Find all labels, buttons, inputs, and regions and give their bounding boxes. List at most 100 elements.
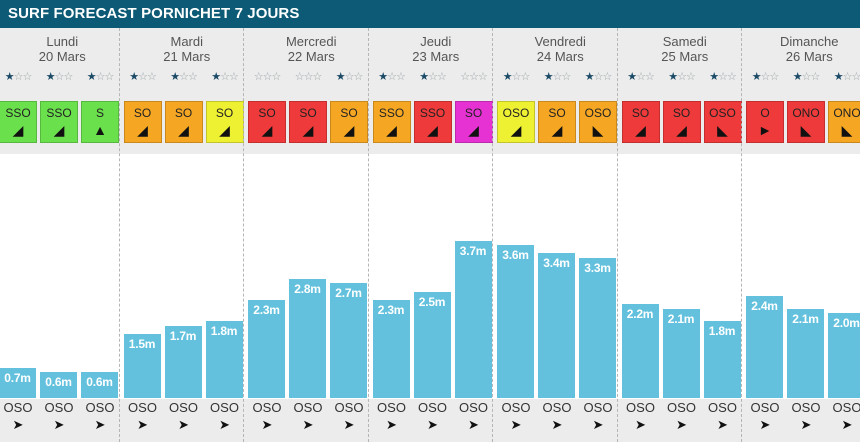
day-date: 20 Mars — [38, 49, 86, 64]
rating-stars: ★☆☆ — [373, 70, 411, 84]
wind-direction: OSO — [584, 106, 612, 120]
swell-direction: OSO — [626, 400, 655, 415]
star-filled-icon: ★ — [129, 71, 139, 83]
forecast-slot[interactable]: ★☆☆ SO ◢ 2.7m OSO ➤ — [330, 28, 368, 442]
forecast-slot[interactable]: ★☆☆ SO ◢ 1.5m OSO ➤ — [123, 28, 162, 442]
day-name: Vendredi — [534, 34, 586, 49]
forecast-slot[interactable]: ★☆☆ SSO ◢ 0.6m OSO ➤ — [40, 28, 78, 442]
swell-arrow-icon: ➤ — [676, 417, 687, 432]
star-empty-icon: ☆ — [22, 71, 32, 83]
forecast-slot[interactable]: ☆☆☆ SO ◢ 2.8m OSO ➤ — [289, 28, 327, 442]
star-empty-icon: ☆ — [644, 71, 655, 83]
wind-arrow-icon: ◢ — [386, 122, 397, 138]
swell-direction: OSO — [501, 400, 531, 415]
rating-stars: ★☆☆ — [663, 70, 701, 84]
star-empty-icon: ☆ — [428, 71, 438, 83]
day-name: Lundi — [46, 34, 79, 49]
day-header: Jeudi 23 Mars — [374, 34, 499, 64]
wave-height-bar: 1.5m — [123, 334, 161, 398]
day-header: Dimanche 26 Mars — [747, 34, 860, 64]
star-empty-icon: ☆ — [303, 71, 314, 83]
star-empty-icon: ☆ — [228, 71, 239, 83]
forecast-slot[interactable]: ★☆☆ ONO ◣ 2.0m OSO ➤ — [828, 28, 860, 442]
wind-indicator: SO ◢ — [205, 101, 244, 143]
wind-indicator: SO ◢ — [454, 101, 493, 143]
star-empty-icon: ☆ — [395, 71, 406, 83]
rating-stars: ★☆☆ — [787, 70, 825, 84]
wind-direction: SO — [258, 106, 276, 120]
star-filled-icon: ★ — [543, 71, 554, 83]
day-header: Lundi 20 Mars — [0, 34, 125, 64]
swell-direction: OSO — [334, 400, 364, 415]
star-filled-icon: ★ — [584, 71, 595, 83]
wave-height-label: 2.1m — [792, 312, 819, 326]
wave-height-label: 2.2m — [626, 307, 654, 321]
wind-arrow-icon: ◢ — [510, 122, 522, 138]
forecast-slot[interactable]: ★☆☆ SSO ◢ 2.5m OSO ➤ — [413, 28, 452, 442]
swell-direction: OSO — [542, 400, 572, 415]
wave-height-bar: 2.5m — [413, 292, 451, 398]
wave-height-bar: 3.4m — [538, 253, 575, 398]
forecast-slot[interactable]: ★☆☆ SO ◢ 2.1m OSO ➤ — [662, 28, 701, 442]
wave-height-bar: 3.7m — [454, 241, 492, 398]
swell-arrow-icon: ➤ — [510, 417, 522, 432]
wind-indicator: O ► — [746, 101, 784, 143]
swell-direction: OSO — [418, 400, 447, 415]
forecast-slot[interactable]: ★☆☆ SO ◢ 3.4m OSO ➤ — [538, 28, 576, 442]
star-filled-icon: ★ — [502, 71, 513, 83]
forecast-slot[interactable]: ★☆☆ SSO ◢ 0.7m OSO ➤ — [0, 28, 37, 442]
star-empty-icon: ☆ — [179, 71, 189, 83]
star-empty-icon: ☆ — [63, 71, 73, 83]
wind-direction: SO — [464, 106, 483, 120]
star-filled-icon: ★ — [45, 71, 56, 83]
forecast-slot[interactable]: ★☆☆ O ► 2.4m OSO ➤ — [746, 28, 784, 442]
swell-arrow-icon: ➤ — [468, 417, 479, 432]
day-date: 22 Mars — [287, 49, 335, 64]
star-empty-icon: ☆ — [842, 71, 853, 83]
wind-direction: SO — [174, 106, 193, 120]
forecast-slot[interactable]: ☆☆☆ SO ◢ 3.7m OSO ➤ — [454, 28, 493, 442]
wind-arrow-icon: ◢ — [178, 122, 189, 138]
day-column-mardi: Mardi 21 Mars ★☆☆ SO ◢ 1.5m OSO ➤ ★☆☆ SO ◢ 1.7m OSO ➤… — [123, 28, 249, 442]
forecast-slot[interactable]: ★☆☆ SSO ◢ 2.3m OSO ➤ — [372, 28, 411, 442]
forecast-slot[interactable]: ☆☆☆ SO ◢ 2.3m OSO ➤ — [248, 28, 286, 442]
forecast-slot[interactable]: ★☆☆ SO ◢ 2.2m OSO ➤ — [621, 28, 660, 442]
wave-height-bar: 0.6m — [40, 372, 77, 398]
day-header: Vendredi 24 Mars — [498, 34, 623, 64]
forecast-slot[interactable]: ★☆☆ SO ◢ 1.8m OSO ➤ — [205, 28, 244, 442]
swell-arrow-icon: ➤ — [343, 417, 355, 432]
day-divider — [741, 28, 742, 442]
forecast-slot[interactable]: ★☆☆ SO ◢ 1.7m OSO ➤ — [164, 28, 203, 442]
star-filled-icon: ★ — [211, 71, 221, 83]
star-empty-icon: ☆ — [253, 71, 264, 83]
rating-stars: ☆☆☆ — [455, 70, 493, 84]
rating-stars: ★☆☆ — [165, 70, 203, 84]
swell-arrow-icon: ➤ — [12, 417, 24, 432]
day-divider — [118, 28, 120, 442]
forecast-slot[interactable]: ★☆☆ OSO ◣ 1.8m OSO ➤ — [703, 28, 742, 442]
wind-direction: SO — [672, 106, 691, 120]
wind-arrow-icon: ◢ — [219, 122, 230, 138]
star-empty-icon: ☆ — [13, 71, 24, 83]
wave-height-label: 1.7m — [169, 329, 197, 343]
wind-indicator: S ▲ — [81, 101, 119, 143]
wave-height-bar: 2.7m — [330, 283, 367, 398]
forecast-slot[interactable]: ★☆☆ ONO ◣ 2.1m OSO ➤ — [787, 28, 825, 442]
star-empty-icon: ☆ — [469, 71, 479, 83]
wave-height-label: 0.6m — [86, 375, 113, 389]
wind-indicator: SSO ◢ — [40, 101, 78, 143]
day-divider — [367, 28, 369, 442]
swell-arrow-icon: ➤ — [137, 417, 148, 432]
star-empty-icon: ☆ — [769, 71, 779, 83]
wind-arrow-icon: ◢ — [635, 122, 646, 138]
wind-direction: SO — [631, 106, 650, 120]
wind-direction: SSO — [46, 106, 72, 120]
forecast-slot[interactable]: ★☆☆ OSO ◢ 3.6m OSO ➤ — [497, 28, 535, 442]
forecast-slot[interactable]: ★☆☆ S ▲ 0.6m OSO ➤ — [81, 28, 119, 442]
wind-arrow-icon: ◢ — [137, 122, 148, 138]
wave-height-bar: 2.3m — [248, 300, 285, 398]
wind-indicator: OSO ◣ — [579, 101, 617, 143]
swell-direction: OSO — [750, 400, 780, 415]
swell-arrow-icon: ➤ — [551, 417, 563, 432]
forecast-slot[interactable]: ★☆☆ OSO ◣ 3.3m OSO ➤ — [579, 28, 617, 442]
